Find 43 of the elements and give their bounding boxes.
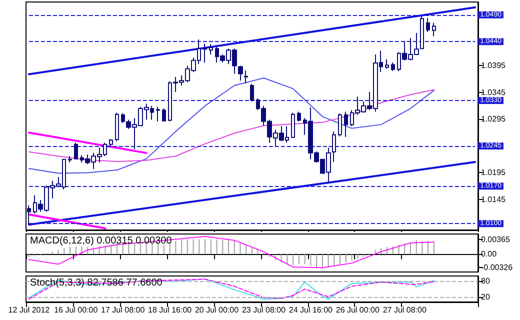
x-tick-label: 18 Jul 16:00 bbox=[148, 306, 192, 314]
candlestick bbox=[344, 111, 348, 138]
candlestick bbox=[115, 112, 119, 142]
y-tick-label: 0.00 bbox=[481, 250, 498, 259]
y-tick-label: 20 bbox=[481, 292, 490, 302]
candlestick bbox=[432, 22, 436, 37]
candlestick bbox=[250, 83, 254, 102]
candlestick bbox=[203, 43, 207, 63]
y-tick-label: 80 bbox=[481, 276, 490, 286]
line-series bbox=[28, 89, 434, 162]
line-series bbox=[28, 236, 434, 268]
candlestick bbox=[68, 156, 72, 164]
y-tick-label: 1.0195 bbox=[481, 168, 506, 178]
x-tick-label: 26 Jul 00:00 bbox=[336, 306, 380, 314]
x-tick-label: 16 Jul 00:00 bbox=[54, 306, 98, 314]
candlestick bbox=[297, 111, 301, 122]
candlestick bbox=[426, 18, 430, 32]
candlestick bbox=[291, 112, 295, 138]
candlestick bbox=[74, 142, 78, 160]
candlestick bbox=[385, 58, 389, 70]
candlestick bbox=[244, 70, 248, 84]
candlestick bbox=[338, 112, 342, 137]
candlestick bbox=[391, 62, 395, 72]
y-tick-label: 1.0295 bbox=[481, 114, 506, 124]
x-tick-label: 24 Jul 16:00 bbox=[288, 306, 334, 314]
line-series bbox=[28, 78, 434, 174]
candlestick bbox=[156, 106, 160, 122]
x-tick-label: 17 Jul 08:00 bbox=[101, 306, 146, 314]
candlestick bbox=[209, 44, 213, 55]
y-tick-label: 1.0145 bbox=[481, 194, 506, 204]
x-tick-label: 23 Jul 08:00 bbox=[242, 306, 286, 314]
y-tick-label: -0.00326 bbox=[481, 262, 514, 272]
y-tick-label: 1.0345 bbox=[481, 88, 506, 97]
candlestick bbox=[109, 138, 113, 146]
y-tick-label: 1.0395 bbox=[481, 61, 506, 70]
candlestick bbox=[332, 131, 336, 163]
x-tick-label: 20 Jul 00:00 bbox=[194, 306, 240, 314]
candlestick bbox=[27, 204, 31, 226]
x-tick-label: 27 Jul 08:00 bbox=[382, 306, 427, 314]
x-tick-label: 12 Jul 2012 bbox=[8, 306, 50, 314]
candlestick bbox=[238, 65, 243, 82]
candlestick bbox=[162, 108, 166, 122]
y-tick-label: 0.00365 bbox=[481, 234, 510, 244]
